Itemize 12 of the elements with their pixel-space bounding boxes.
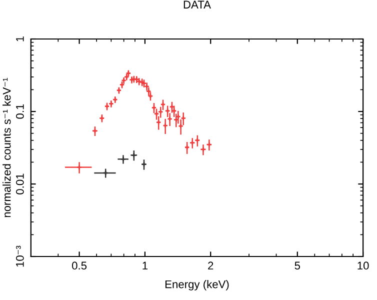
x-tick-label: 5 [294, 262, 300, 270]
x-tick-label: 1 [142, 262, 148, 270]
y-tick-label: 10⁻³ [16, 246, 24, 267]
y-tick-label: 1 [16, 36, 24, 42]
y-axis-title: normalized counts s⁻¹ keV⁻¹ [2, 78, 11, 218]
x-tick-label: 10 [358, 262, 369, 270]
y-tick-label: 0.1 [16, 104, 24, 119]
x-tick-label: 0.5 [72, 262, 87, 270]
y-tick-label: 0.01 [16, 174, 24, 194]
x-tick-label: 2 [208, 262, 214, 270]
chart-title: DATA [184, 0, 211, 8]
x-axis-title: Energy (keV) [165, 280, 229, 290]
